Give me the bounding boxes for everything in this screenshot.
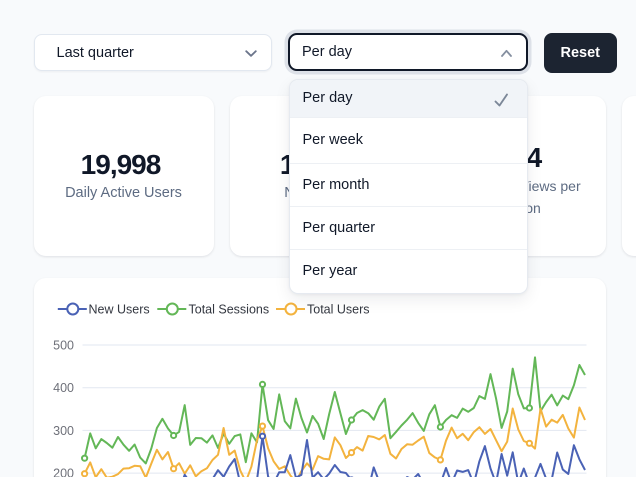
svg-text:400: 400 (53, 381, 74, 395)
svg-text:200: 200 (53, 467, 74, 477)
svg-text:Total Users: Total Users (307, 303, 370, 317)
svg-text:300: 300 (53, 424, 74, 438)
svg-text:New Users: New Users (89, 303, 150, 317)
svg-text:Total Sessions: Total Sessions (189, 303, 270, 317)
svg-text:500: 500 (53, 339, 74, 353)
